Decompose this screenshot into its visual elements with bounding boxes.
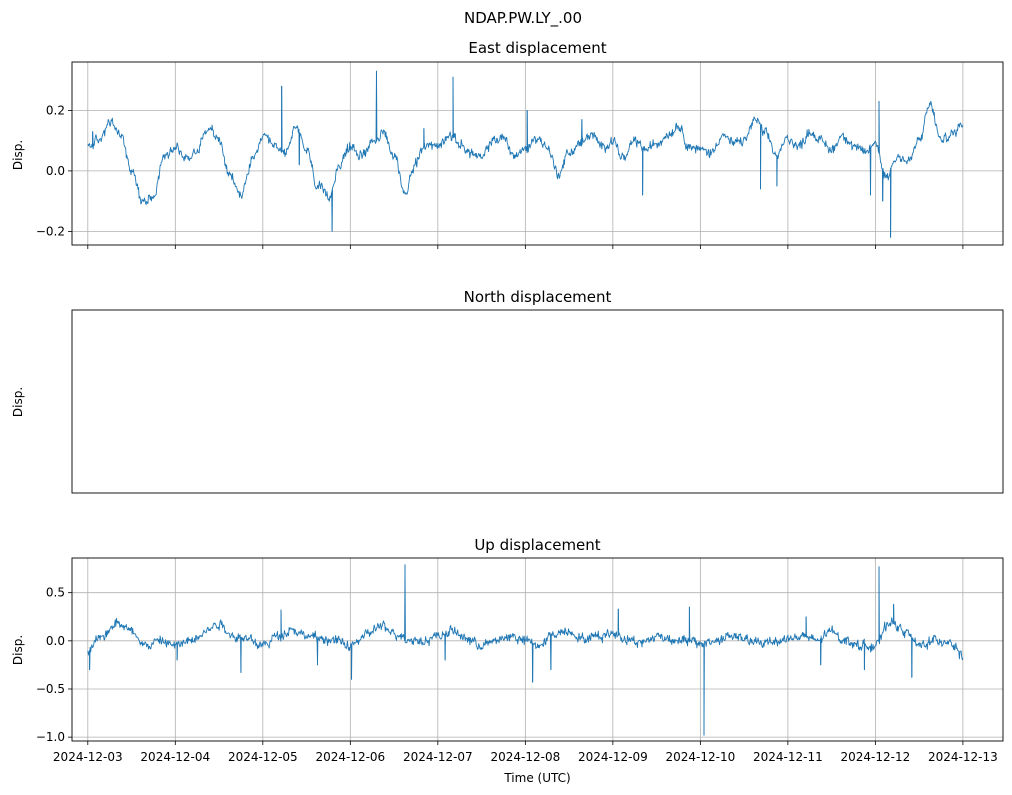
y-tick-label: −0.5 [36,682,65,696]
y-tick-label: −1.0 [36,730,65,744]
y-tick-label: 0.5 [46,586,65,600]
y-tick-label: 0.0 [46,634,65,648]
y-tick-label: 0.2 [46,103,65,117]
x-tick-labels: 2024-12-03 2024-12-04 2024-12-05 2024-12-06… [53,750,998,764]
y-axis-label: Disp. [11,635,25,665]
y-tick-label: 0.0 [46,164,65,178]
x-tick-label: 2024-12-10 [665,750,735,764]
plot-frame [71,309,1004,494]
x-tick-label: 2024-12-09 [578,750,648,764]
plot-frame [71,61,1004,246]
y-tick-label: −0.2 [36,224,65,238]
x-tick-label: 2024-12-03 [53,750,123,764]
panel-east: East displacement Disp. 0.2 0.0 −0.2 [11,39,1004,249]
x-tick-label: 2024-12-13 [928,750,998,764]
panel-up: Up displacement Disp. [11,536,1004,742]
series-line [87,70,964,238]
x-tick-label: 2024-12-12 [841,750,911,764]
x-tick-label: 2024-12-04 [140,750,210,764]
plot-frame [71,557,1004,742]
series-line [87,564,964,736]
x-tick-label: 2024-12-07 [403,750,473,764]
panel-title: East displacement [468,39,606,57]
panel-title: Up displacement [474,536,600,554]
figure-suptitle: NDAP.PW.LY_.00 [464,9,582,28]
y-axis-label: Disp. [11,140,25,170]
x-tick-label: 2024-12-11 [753,750,823,764]
x-tick-label: 2024-12-08 [490,750,560,764]
x-axis-label: Time (UTC) [503,771,570,785]
panel-north: North displacement Disp. 0.5 0.0 −0.5 −1.0 [11,288,1004,745]
x-tick-label: 2024-12-05 [228,750,298,764]
x-tick-label: 2024-12-06 [315,750,385,764]
panel-title: North displacement [464,288,612,306]
y-axis-label: Disp. [11,387,25,417]
